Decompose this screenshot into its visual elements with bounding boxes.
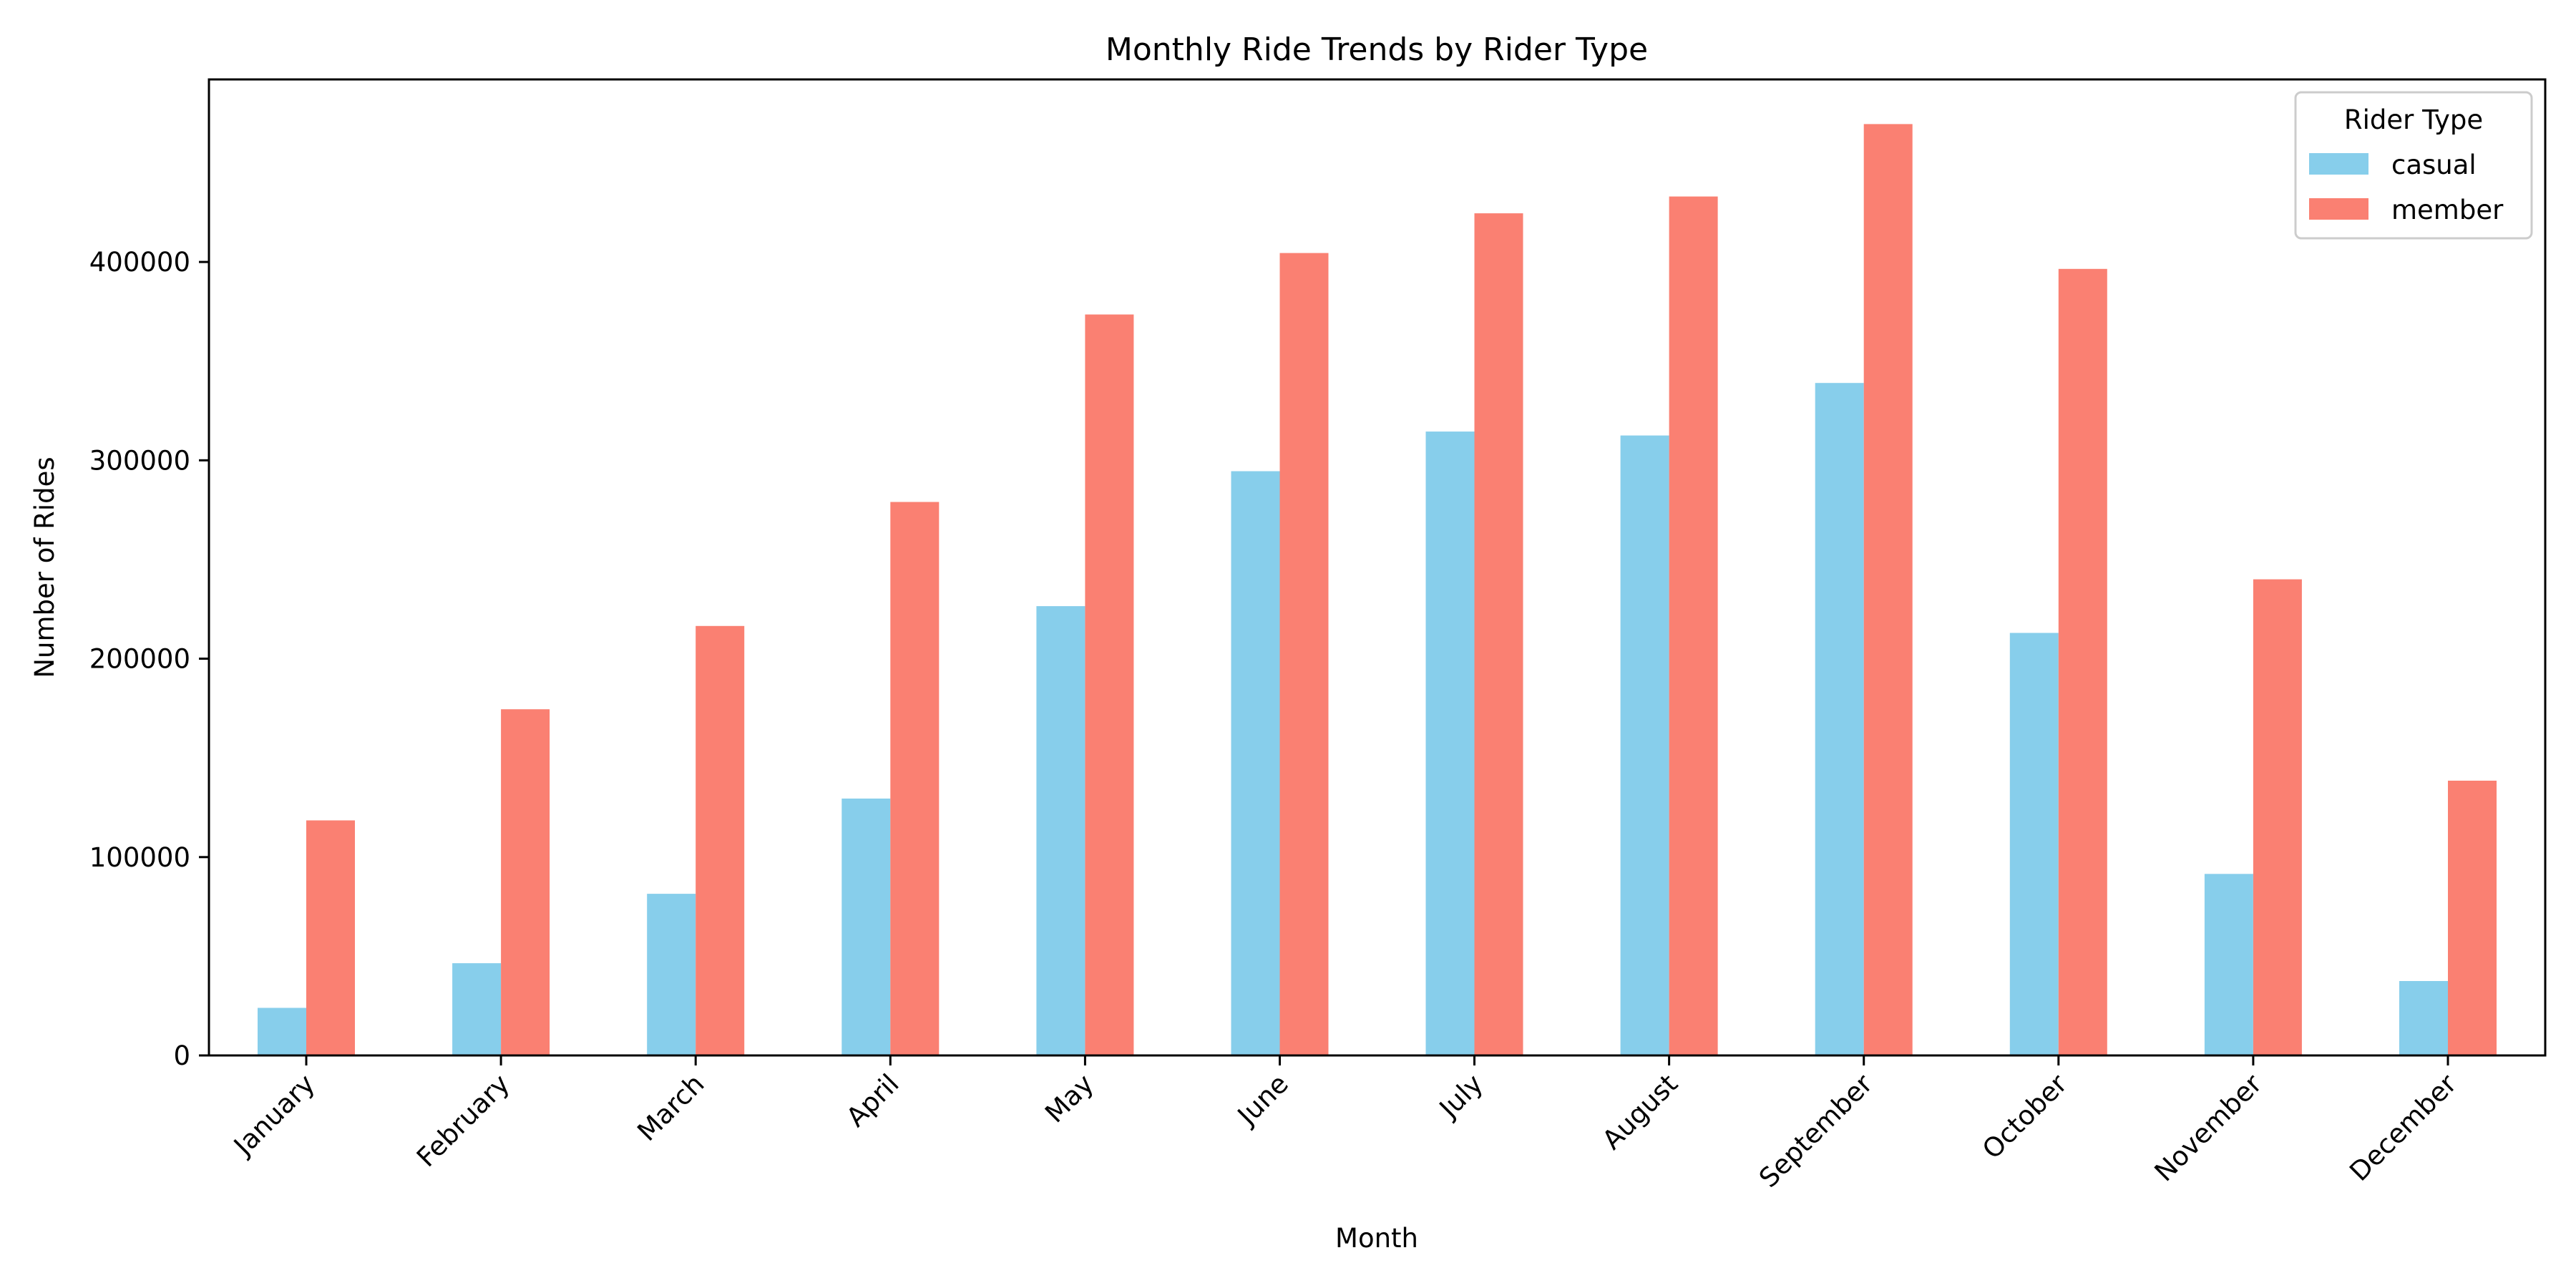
y-tick-label: 100000 [89, 842, 190, 873]
bar-casual-april [841, 799, 891, 1055]
x-tick-label-january: January [227, 1068, 321, 1162]
x-tick-label-september: September [1753, 1068, 1879, 1194]
x-axis: January February March April May June July Augu… [227, 1055, 2463, 1194]
bar-member-june [1279, 253, 1329, 1056]
bar-casual-september [1815, 383, 1864, 1055]
legend-swatch-casual [2309, 153, 2368, 175]
x-tick-label-august: August [1596, 1068, 1684, 1156]
bar-member-september [1863, 124, 1913, 1055]
y-tick-label: 300000 [89, 445, 190, 476]
y-tick-label: 400000 [89, 247, 190, 278]
bar-casual-february [452, 963, 502, 1055]
x-axis-label: Month [1335, 1223, 1418, 1254]
bar-member-august [1669, 196, 1718, 1056]
bar-member-november [2253, 579, 2302, 1055]
bar-casual-november [2204, 874, 2253, 1055]
legend-title: Rider Type [2344, 104, 2483, 135]
bar-casual-june [1231, 471, 1280, 1055]
plot-frame [208, 78, 2547, 1057]
bar-member-february [501, 709, 550, 1055]
x-tick-label-april: April [840, 1068, 904, 1133]
bar-casual-october [2009, 633, 2059, 1055]
legend: Rider Type casual member [2294, 91, 2533, 240]
legend-swatch-member [2309, 198, 2368, 220]
x-tick-label-december: December [2343, 1068, 2463, 1187]
legend-label-member: member [2391, 195, 2504, 225]
bar-casual-august [1620, 435, 1669, 1055]
bar-casual-may [1036, 606, 1085, 1055]
chart-title: Monthly Ride Trends by Rider Type [1106, 31, 1648, 68]
y-axis-label: Number of Rides [29, 457, 60, 678]
bar-member-march [696, 625, 745, 1055]
x-tick-label-june: June [1231, 1068, 1294, 1132]
x-tick-label-february: February [411, 1068, 515, 1173]
bars-layer [258, 124, 2497, 1056]
x-tick-label-march: March [631, 1068, 710, 1147]
x-tick-label-october: October [1976, 1068, 2074, 1165]
y-axis: 0 100000 200000 300000 400000 [89, 247, 209, 1071]
bar-casual-july [1425, 431, 1475, 1055]
bar-casual-march [647, 894, 696, 1055]
bar-casual-december [2399, 981, 2448, 1055]
bar-member-april [890, 502, 940, 1055]
bar-member-december [2448, 781, 2497, 1055]
x-tick-label-november: November [2149, 1068, 2268, 1187]
bar-member-october [2058, 268, 2107, 1055]
x-tick-label-may: May [1039, 1068, 1099, 1128]
bar-member-january [306, 820, 355, 1055]
bar-member-may [1085, 314, 1134, 1055]
x-tick-label-july: July [1433, 1068, 1489, 1125]
y-tick-label: 200000 [89, 644, 190, 675]
y-tick-label: 0 [173, 1040, 190, 1071]
legend-label-casual: casual [2391, 150, 2477, 180]
bar-casual-january [258, 1008, 306, 1055]
bar-member-july [1474, 213, 1523, 1056]
